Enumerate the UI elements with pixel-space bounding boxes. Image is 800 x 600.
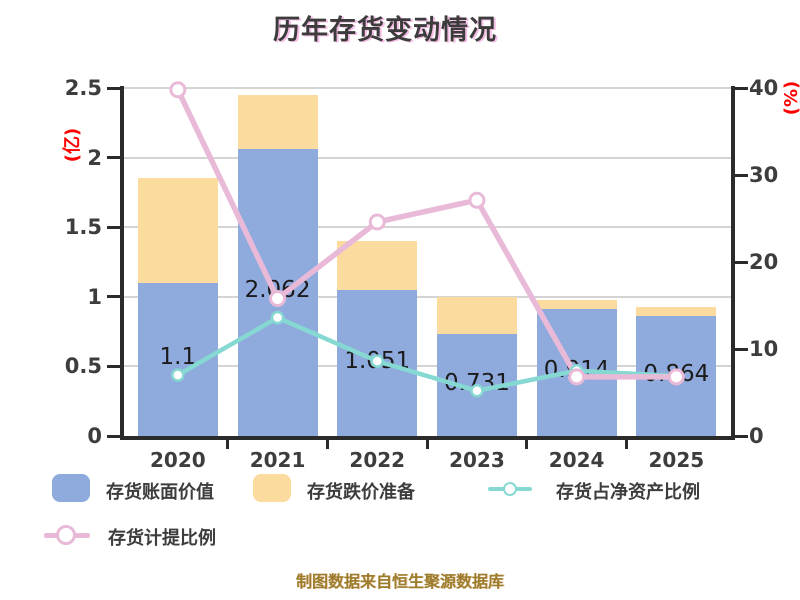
legend-label-book-value: 存货账面价值 xyxy=(106,482,214,503)
left-tick-label: 0.5 xyxy=(64,354,102,379)
legend-label-provision: 存货跌价准备 xyxy=(307,482,415,503)
left-tick-label: 2.5 xyxy=(64,76,102,100)
bar-segment-2022 xyxy=(337,240,418,290)
bar-value-label: 0.731 xyxy=(444,370,510,397)
x-tick xyxy=(425,440,429,449)
bar-segment-2023 xyxy=(436,296,517,335)
bar-value-label: 2.062 xyxy=(244,277,311,304)
bar-segment-2024 xyxy=(536,300,617,309)
left-tick-label: 1.5 xyxy=(64,215,102,240)
marker-存货计提比例 xyxy=(169,81,187,99)
x-category-label-2022: 2022 xyxy=(349,448,406,472)
x-category-label-2024: 2024 xyxy=(548,448,605,472)
bar-segment-2020 xyxy=(137,178,218,283)
left-tick xyxy=(107,364,120,368)
right-tick-label: 10 xyxy=(749,337,779,361)
right-tick-label: 30 xyxy=(749,163,779,187)
x-category-label-2020: 2020 xyxy=(150,448,206,472)
right-tick-label: 40 xyxy=(749,76,779,100)
left-tick xyxy=(107,434,120,438)
bar-value-label: 1.051 xyxy=(344,347,411,374)
legend-label-net-asset-ratio: 存货占净资产比例 xyxy=(556,482,700,503)
x-category-label-2025: 2025 xyxy=(648,448,705,472)
left-tick xyxy=(107,156,120,160)
x-axis-line xyxy=(120,436,735,440)
left-tick xyxy=(107,86,120,90)
left-tick-label: 1 xyxy=(87,284,102,309)
x-tick xyxy=(625,440,628,449)
legend-swatch-book-value xyxy=(52,474,90,502)
right-tick xyxy=(735,260,748,264)
bar-segment-2021 xyxy=(237,94,318,149)
legend-marker-provision-ratio-icon xyxy=(56,525,76,545)
left-tick-label: 0 xyxy=(87,424,102,448)
x-tick xyxy=(325,440,329,449)
bar-value-label: 0.914 xyxy=(543,357,610,384)
left-tick xyxy=(107,225,120,229)
x-category-label-2023: 2023 xyxy=(449,448,505,472)
legend-swatch-provision xyxy=(253,474,291,502)
left-axis-line xyxy=(120,86,124,440)
left-tick-label: 2 xyxy=(87,145,102,170)
right-tick xyxy=(735,434,748,438)
x-tick xyxy=(226,440,230,449)
right-tick-label: 0 xyxy=(749,424,764,448)
x-category-label-2021: 2021 xyxy=(249,448,306,472)
bar-value-label: 0.864 xyxy=(643,360,710,387)
right-tick xyxy=(735,86,748,90)
legend-marker-net-asset-ratio-icon xyxy=(503,482,517,496)
marker-存货计提比例 xyxy=(468,191,486,209)
gridline xyxy=(124,156,731,159)
right-tick xyxy=(735,347,748,351)
bar-value-label: 1.1 xyxy=(159,344,197,371)
left-tick xyxy=(107,295,120,299)
x-tick xyxy=(525,440,529,449)
chart-title: 历年存货变动情况 xyxy=(273,15,497,46)
right-axis-line xyxy=(731,86,735,440)
right-tick xyxy=(735,173,748,177)
gridline xyxy=(124,87,731,89)
legend-label-provision-ratio: 存货计提比例 xyxy=(108,528,216,549)
footer-source-text: 制图数据来自恒生聚源数据库 xyxy=(295,572,504,591)
bar-segment-2025 xyxy=(636,307,717,316)
right-tick-label: 20 xyxy=(749,250,779,274)
